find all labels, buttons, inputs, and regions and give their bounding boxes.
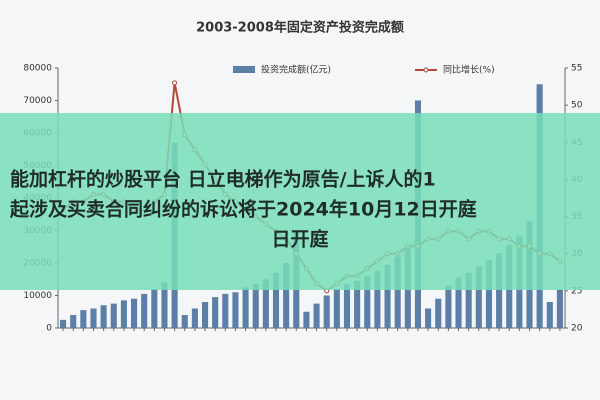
bar (232, 292, 239, 328)
bar (141, 293, 148, 328)
bar (272, 272, 280, 328)
bar (191, 308, 198, 328)
bar (212, 297, 219, 328)
bar (131, 298, 138, 328)
bar (394, 256, 401, 328)
line-point (172, 80, 178, 86)
bar (384, 264, 391, 328)
bar (262, 279, 269, 328)
bar (333, 289, 340, 328)
bar (161, 282, 168, 328)
bar (455, 277, 462, 328)
bar (323, 295, 330, 328)
y2-tick-label: 20 (571, 324, 583, 334)
y2-tick-label: 55 (571, 64, 582, 74)
bar (445, 285, 452, 328)
bar (60, 319, 67, 328)
y2-tick-label: 25 (571, 286, 582, 296)
bar (283, 263, 290, 328)
legend-label: 投资完成额(亿元) (261, 64, 331, 76)
overlay-text: 能加杠杆的炒股平台 日立电梯作为原告/上诉人的1 (10, 168, 436, 191)
bar (343, 284, 351, 328)
bar (354, 280, 361, 328)
y-tick-label: 0 (46, 324, 52, 334)
bar (374, 271, 381, 328)
bar (201, 302, 209, 328)
legend-label: 同比增长(%) (443, 64, 495, 76)
bar (546, 302, 553, 328)
bar (485, 259, 492, 328)
y-tick-label: 10000 (23, 291, 52, 301)
bar (222, 293, 229, 328)
bar (242, 287, 249, 328)
overlay-text: 起涉及买卖合同纠纷的诉讼将于2024年10月12日开庭 (9, 198, 477, 221)
overlay-text: 日开庭 (271, 228, 328, 251)
bar (151, 289, 158, 328)
bar (364, 276, 371, 328)
bar (496, 253, 503, 328)
legend-swatch (423, 67, 429, 73)
bar (90, 308, 97, 328)
bar (120, 300, 127, 328)
bar (475, 266, 482, 328)
bar (70, 315, 77, 328)
legend-swatch (233, 66, 255, 73)
bar (181, 315, 188, 328)
y-tick-label: 80000 (23, 64, 52, 74)
bar (80, 310, 87, 328)
bar (556, 289, 563, 328)
bar (110, 303, 117, 328)
bar (465, 272, 472, 328)
bar (425, 308, 432, 328)
overlay-banner (0, 113, 600, 290)
y-tick-label: 70000 (23, 96, 52, 106)
bar (435, 298, 442, 328)
bar (303, 311, 310, 328)
y2-tick-label: 50 (571, 101, 583, 111)
bar (100, 305, 107, 328)
bar (252, 284, 259, 328)
bar (313, 303, 320, 328)
chart-title: 2003-2008年固定资产投资完成额 (196, 20, 404, 36)
